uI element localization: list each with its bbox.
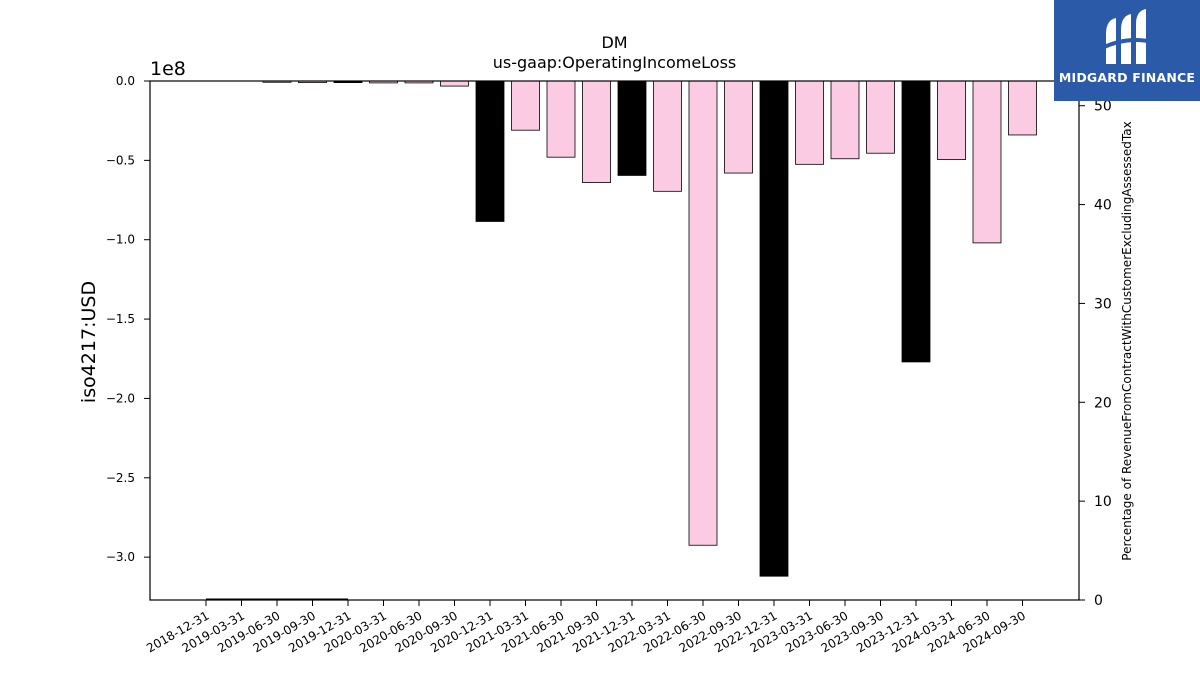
y2-tick-label: 50 bbox=[1094, 99, 1112, 115]
y2-tick-label: 40 bbox=[1094, 198, 1112, 214]
bar-2023-03-31 bbox=[795, 80, 824, 165]
bar-series bbox=[206, 80, 1037, 601]
bar-2024-06-30 bbox=[972, 80, 1002, 244]
y-tick-label: 0.0 bbox=[116, 74, 135, 88]
bar-2020-09-30 bbox=[440, 80, 469, 87]
chart-title: DM bbox=[601, 33, 627, 52]
y-tick-label: −0.5 bbox=[106, 153, 135, 167]
bar-2021-09-30 bbox=[582, 80, 611, 183]
bar-2023-06-30 bbox=[830, 80, 860, 160]
y-tick-label: −3.0 bbox=[106, 550, 135, 564]
y2-axis: 0 10 20 30 40 50 bbox=[1079, 99, 1112, 609]
bar-2021-06-30 bbox=[546, 80, 576, 158]
bar-2022-12-31 bbox=[759, 80, 789, 577]
y2-axis-label: Percentage of RevenueFromContractWithCus… bbox=[1120, 121, 1134, 560]
bar-2021-12-31 bbox=[617, 80, 647, 176]
y2-tick-label: 0 bbox=[1094, 593, 1103, 609]
chart-subtitle: us-gaap:OperatingIncomeLoss bbox=[493, 53, 737, 72]
plot-frame bbox=[149, 80, 1080, 601]
y-tick-label: −2.0 bbox=[106, 391, 135, 405]
y-tick-label: −1.5 bbox=[106, 312, 135, 326]
bar-2020-12-31 bbox=[475, 80, 505, 222]
y2-tick-label: 30 bbox=[1094, 296, 1112, 312]
bar-2022-03-31 bbox=[653, 80, 682, 192]
bar-2023-12-31 bbox=[901, 80, 931, 363]
bar-2024-03-31 bbox=[937, 80, 966, 160]
midgard-finance-logo: MIDGARD FINANCE bbox=[1054, 0, 1200, 101]
bar-2022-06-30 bbox=[688, 80, 718, 546]
bar-2021-03-31 bbox=[511, 80, 540, 131]
bar-2023-09-30 bbox=[866, 80, 895, 154]
y-offset-label: 1e8 bbox=[150, 58, 186, 80]
bar-2022-09-30 bbox=[724, 80, 753, 174]
x-axis: 2018-12-312019-03-312019-06-302019-09-30… bbox=[144, 600, 1028, 655]
logo-text: MIDGARD FINANCE bbox=[1058, 70, 1196, 85]
y2-tick-label: 10 bbox=[1094, 494, 1112, 510]
y-tick-label: −2.5 bbox=[106, 471, 135, 485]
y2-tick-label: 20 bbox=[1094, 395, 1112, 411]
midgard-logo-icon bbox=[1101, 9, 1153, 64]
y-axis: 0.0 −0.5 −1.0 −1.5 −2.0 −2.5 −3.0 bbox=[106, 74, 150, 564]
y-axis-label: iso4217:USD bbox=[78, 281, 100, 403]
y-tick-label: −1.0 bbox=[106, 233, 135, 247]
bar-2024-09-30 bbox=[1008, 80, 1037, 136]
